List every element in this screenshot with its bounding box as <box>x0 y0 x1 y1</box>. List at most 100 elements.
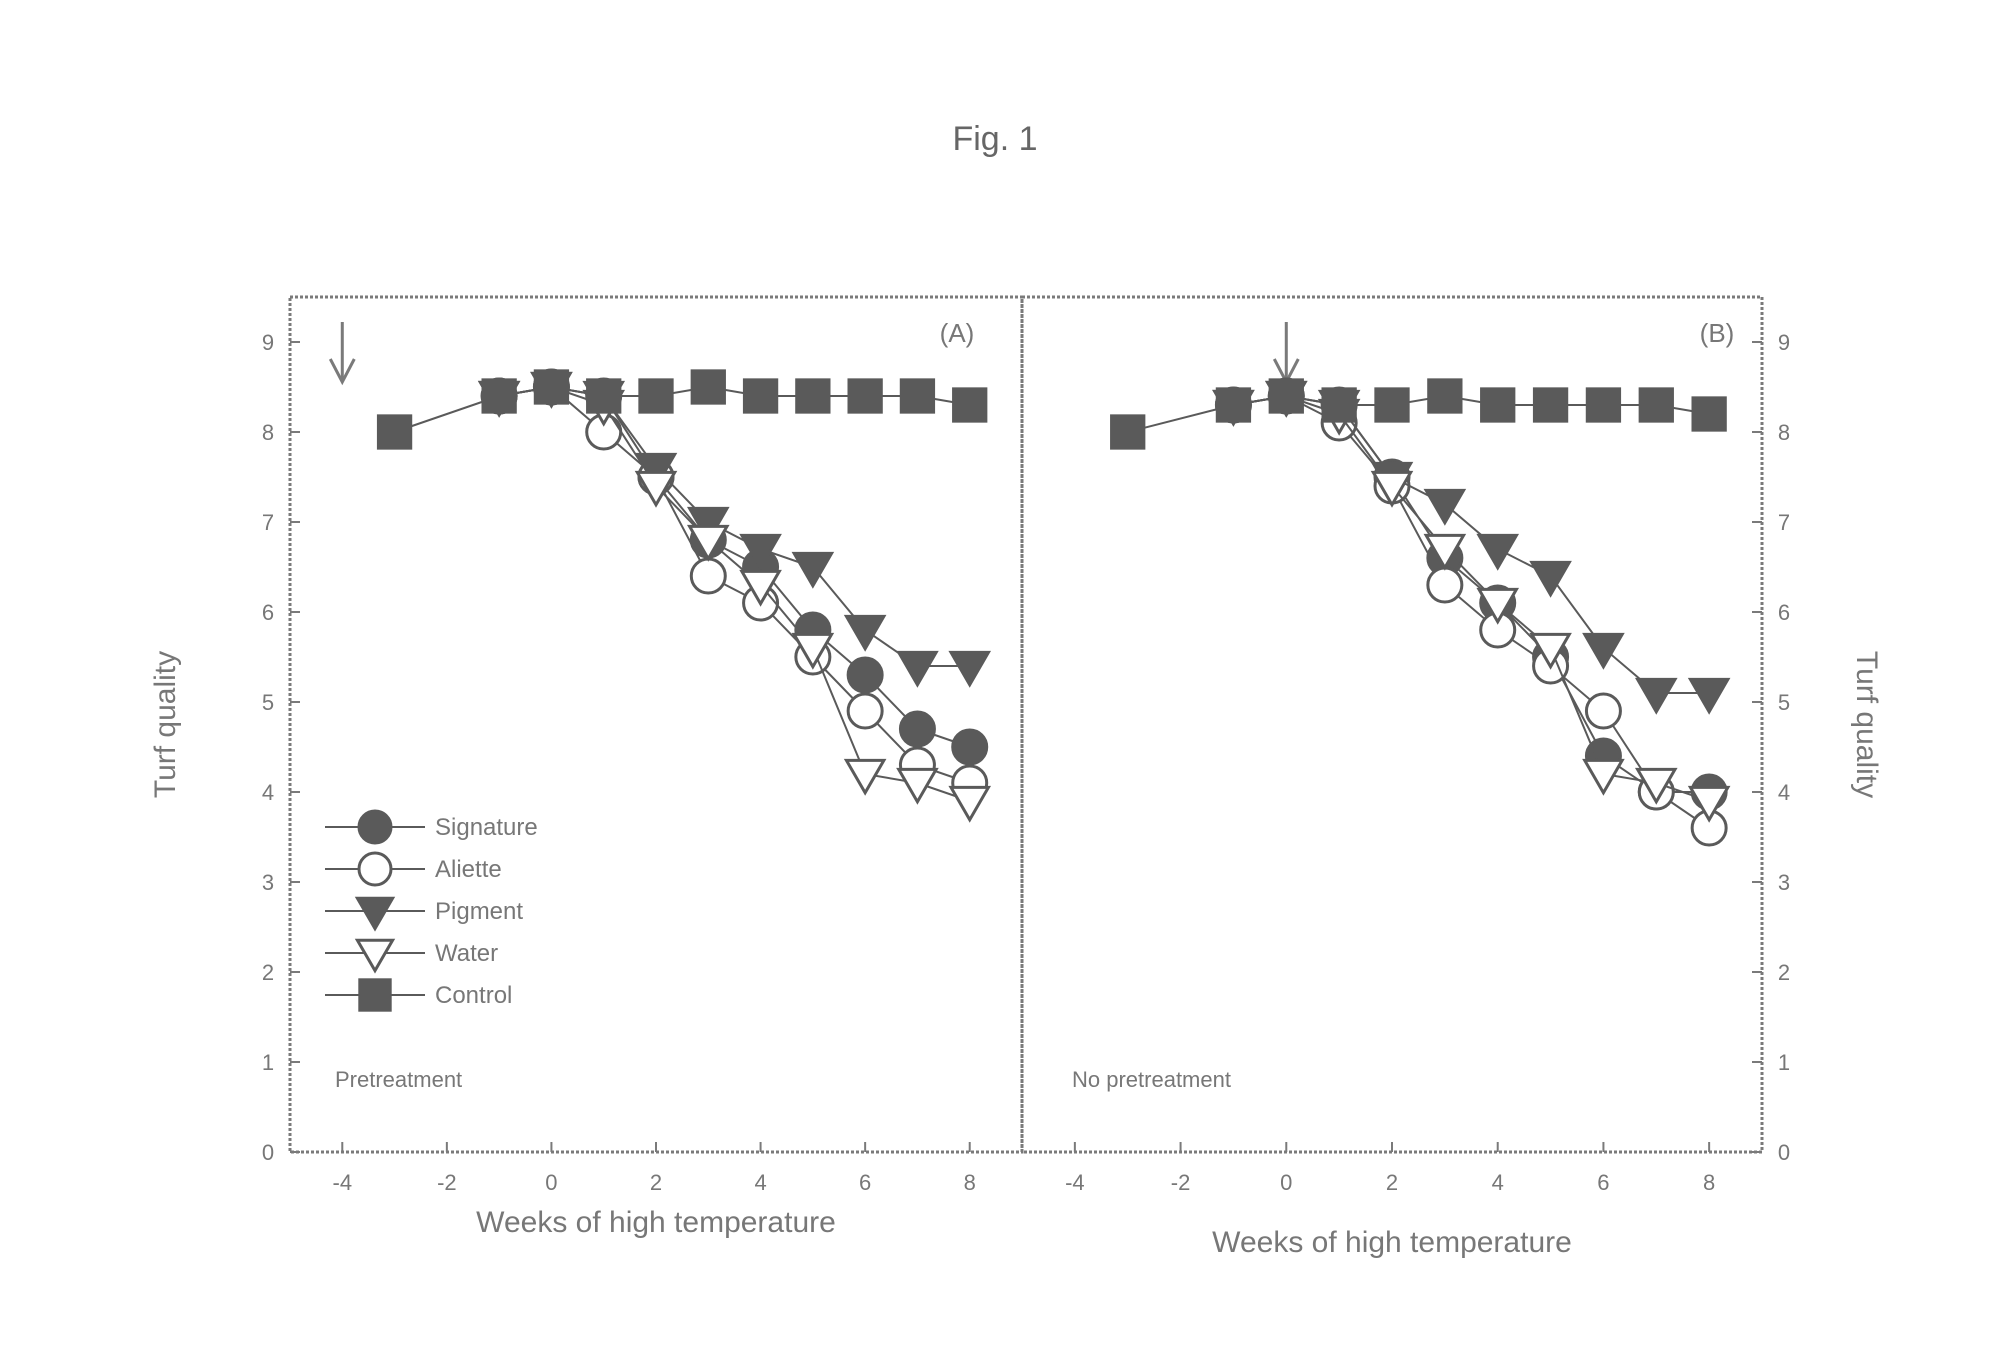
y-axis-title: Turf quality <box>1850 651 1883 798</box>
series-signature <box>1216 379 1726 809</box>
x-tick-label: 8 <box>1703 1170 1715 1195</box>
y-tick-label: 9 <box>262 330 274 355</box>
series-line <box>1233 396 1709 801</box>
data-point <box>1532 562 1569 594</box>
data-point <box>1323 389 1355 421</box>
legend-label: Pigment <box>435 898 523 925</box>
series-control <box>378 371 985 448</box>
y-tick-label: 1 <box>262 1050 274 1075</box>
data-point <box>951 652 988 684</box>
data-point <box>744 380 776 412</box>
data-point <box>1428 568 1462 602</box>
y-tick-label: 8 <box>262 420 274 445</box>
y-tick-label: 2 <box>1778 960 1790 985</box>
panel-letter: (B) <box>1700 318 1735 348</box>
treatment-note: Pretreatment <box>335 1067 462 1092</box>
series-water <box>1215 382 1728 819</box>
y-tick-label: 5 <box>1778 690 1790 715</box>
y-tick-label: 2 <box>262 960 274 985</box>
x-tick-label: -2 <box>437 1170 457 1195</box>
data-point <box>1376 389 1408 421</box>
data-point <box>1482 389 1514 421</box>
x-tick-label: 4 <box>1492 1170 1504 1195</box>
legend-label: Control <box>435 982 512 1009</box>
data-point <box>1479 535 1516 567</box>
legend-item: Water <box>325 940 498 971</box>
legend-marker <box>357 898 392 928</box>
down-arrow-icon <box>1274 322 1298 382</box>
data-point <box>588 380 620 412</box>
legend-marker <box>359 811 391 843</box>
treatment-note: No pretreatment <box>1072 1067 1231 1092</box>
x-tick-label: -4 <box>333 1170 353 1195</box>
y-tick-label: 1 <box>1778 1050 1790 1075</box>
y-tick-label: 6 <box>262 600 274 625</box>
data-point <box>899 652 936 684</box>
series-control <box>1112 380 1726 448</box>
data-point <box>1586 694 1620 728</box>
y-tick-label: 4 <box>1778 780 1790 805</box>
legend-item: Signature <box>325 811 538 843</box>
panel-a: -4-2024680123456789Weeks of high tempera… <box>149 297 1022 1239</box>
legend: Signature Aliette Pigment Water Control <box>325 811 538 1010</box>
data-point <box>535 371 567 403</box>
series-signature <box>482 370 987 764</box>
data-point <box>794 553 831 585</box>
data-point <box>378 416 410 448</box>
series-line <box>1128 396 1709 432</box>
y-tick-label: 8 <box>1778 420 1790 445</box>
legend-marker <box>359 853 391 885</box>
panel-letter: (A) <box>940 318 975 348</box>
series-line <box>499 387 970 783</box>
legend-item: Pigment <box>325 898 523 929</box>
x-tick-label: 6 <box>1597 1170 1609 1195</box>
y-tick-label: 7 <box>1778 510 1790 535</box>
series-line <box>499 387 970 666</box>
data-point <box>848 694 882 728</box>
data-point <box>1587 389 1619 421</box>
panel-b: -4-2024680123456789Weeks of high tempera… <box>1022 297 1883 1259</box>
down-arrow-icon <box>330 322 354 382</box>
data-point <box>951 787 988 819</box>
data-point <box>901 380 933 412</box>
data-point <box>1585 634 1622 666</box>
x-tick-label: 2 <box>1386 1170 1398 1195</box>
y-tick-label: 0 <box>262 1140 274 1165</box>
series-line <box>1233 396 1709 828</box>
legend-label: Aliette <box>435 856 502 883</box>
series-line <box>1233 396 1709 792</box>
data-point <box>1690 679 1727 711</box>
data-point <box>1429 380 1461 412</box>
x-tick-label: 6 <box>859 1170 871 1195</box>
data-point <box>1534 389 1566 421</box>
x-axis-title: Weeks of high temperature <box>1212 1226 1572 1259</box>
data-point <box>692 371 724 403</box>
legend-label: Signature <box>435 814 538 841</box>
legend-item: Aliette <box>325 853 502 885</box>
x-tick-label: 0 <box>1280 1170 1292 1195</box>
x-tick-label: 8 <box>964 1170 976 1195</box>
data-point <box>1270 380 1302 412</box>
data-point <box>1638 679 1675 711</box>
y-tick-label: 3 <box>262 870 274 895</box>
y-axis-title: Turf quality <box>149 651 182 798</box>
legend-label: Water <box>435 940 498 967</box>
data-point <box>953 730 987 764</box>
y-tick-label: 7 <box>262 510 274 535</box>
y-tick-label: 5 <box>262 690 274 715</box>
figure-canvas: Fig. 1 -4 -2 0 2 4 6 8 0 1 2 3 4 5 6 7 8 9 Weeks of high … <box>0 0 2010 1348</box>
y-tick-label: 3 <box>1778 870 1790 895</box>
series-pigment <box>480 373 988 684</box>
data-point <box>954 389 986 421</box>
data-point <box>691 559 725 593</box>
legend-item: Control <box>325 980 512 1010</box>
plot-layer: -4 -2 0 2 4 6 8 0 1 2 3 4 5 6 7 8 9 Weeks of high tempera… <box>149 297 1883 1259</box>
legend-marker <box>360 980 390 1010</box>
figure-title: Fig. 1 <box>952 120 1037 158</box>
data-point <box>848 658 882 692</box>
x-axis-title: Weeks of high temperature <box>476 1206 836 1239</box>
x-tick-label: -2 <box>1171 1170 1191 1195</box>
x-tick-label: 0 <box>545 1170 557 1195</box>
data-point <box>1112 416 1144 448</box>
data-point <box>1640 389 1672 421</box>
